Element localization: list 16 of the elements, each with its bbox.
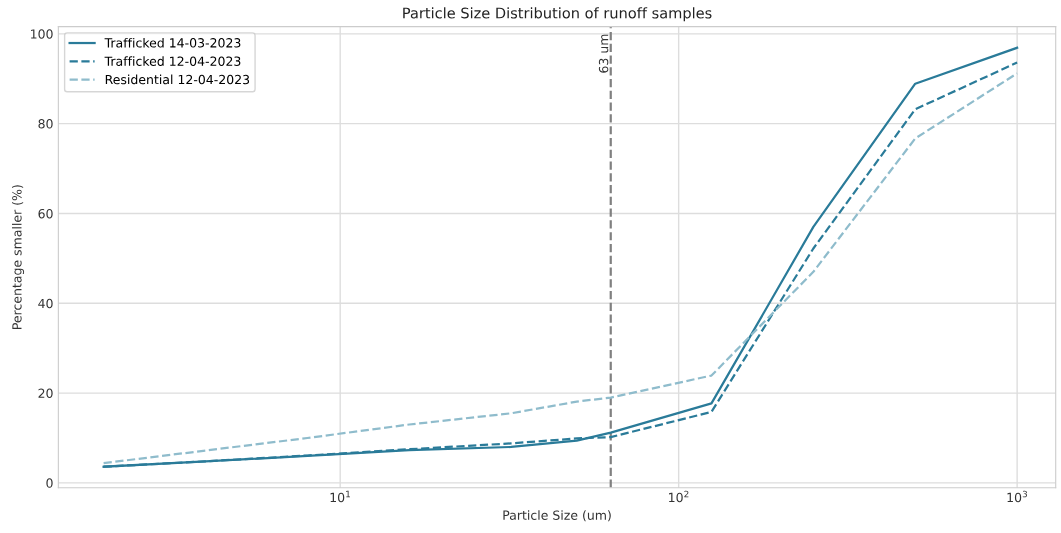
legend-label: Trafficked 12-04-2023 — [104, 56, 241, 66]
x-tick-label: 10$^{3}$ — [1007, 490, 1028, 503]
y-tick-label: 100 — [31, 29, 53, 39]
x-axis-title: Particle Size (um) — [503, 510, 611, 522]
x-tick-label: 10$^{2}$ — [669, 490, 689, 503]
legend-label: Residential 12-04-2023 — [105, 74, 250, 85]
y-tick-label: 60 — [38, 208, 53, 219]
y-tick-label: 0 — [46, 478, 53, 488]
legend-label: Trafficked 14-03-2023 — [104, 37, 241, 48]
x-tick-label: 10$^{1}$ — [330, 490, 350, 503]
chart-title: Particle Size Distribution of runoff samples — [403, 7, 712, 22]
y-tick-label: 80 — [38, 119, 53, 129]
y-axis-title: Percentage smaller (%) — [11, 185, 25, 329]
y-tick-label: 20 — [38, 388, 53, 399]
y-tick-label: 40 — [38, 298, 53, 309]
ref-line-label: 63 um — [598, 34, 609, 73]
